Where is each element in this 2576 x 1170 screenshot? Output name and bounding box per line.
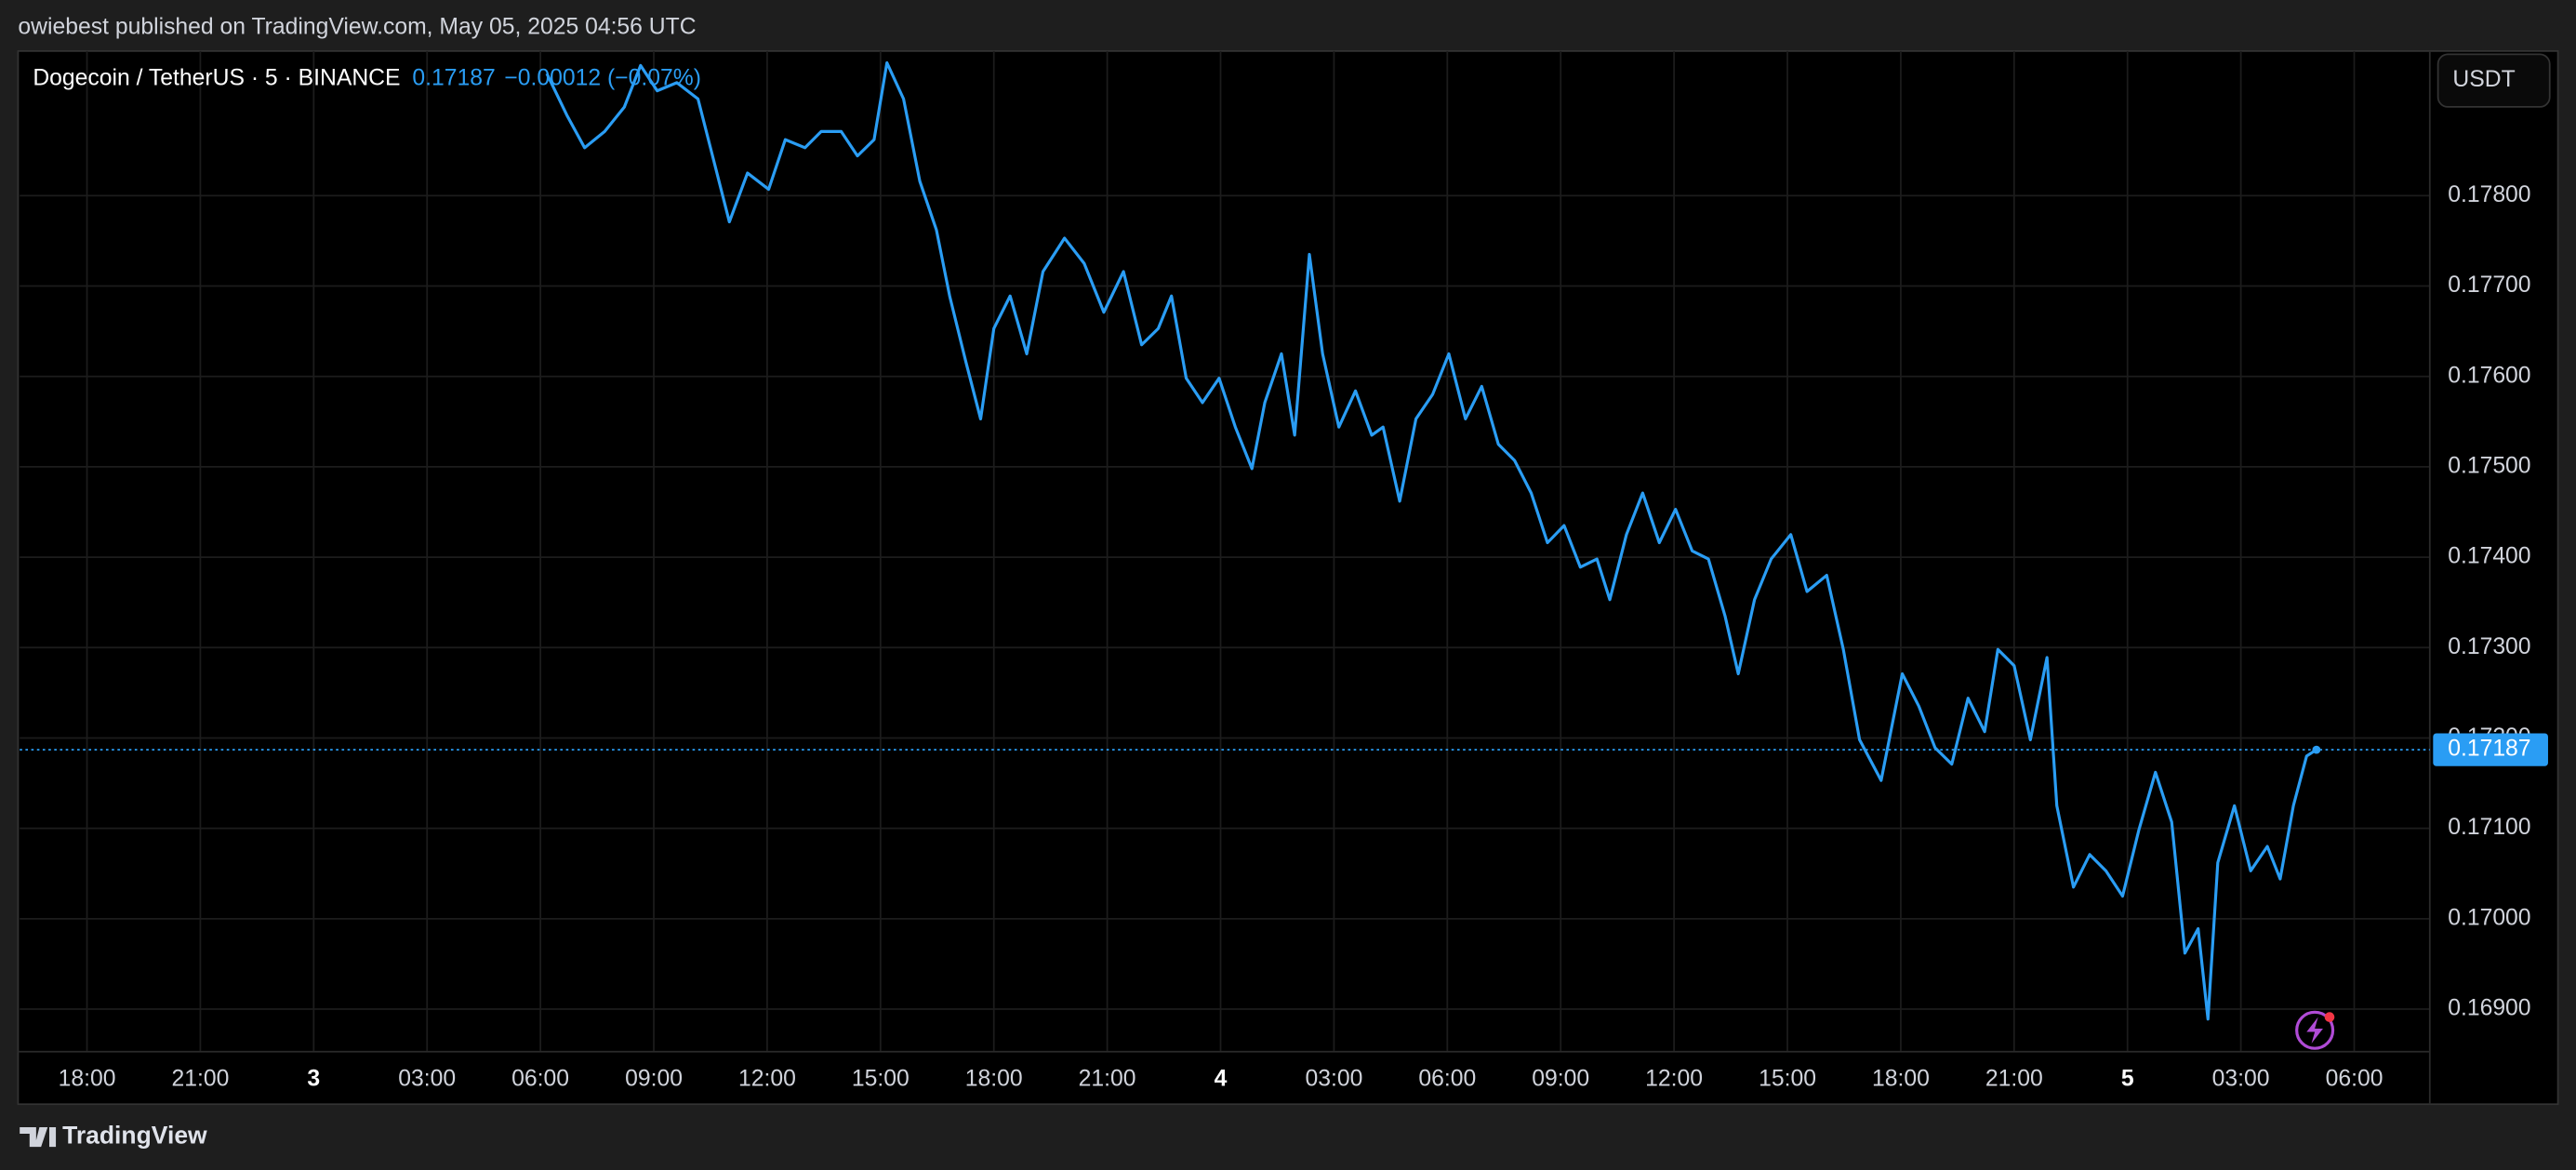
x-tick-label: 03:00 xyxy=(1305,1066,1362,1091)
x-tick-label: 06:00 xyxy=(2326,1066,2383,1091)
x-tick-label: 03:00 xyxy=(398,1066,456,1091)
x-tick-label: 15:00 xyxy=(852,1066,910,1091)
x-tick-label: 18:00 xyxy=(1872,1066,1930,1091)
x-tick-label: 06:00 xyxy=(511,1066,569,1091)
x-tick-label: 09:00 xyxy=(625,1066,683,1091)
y-tick-label: 0.17300 xyxy=(2448,634,2530,659)
price-line xyxy=(545,60,2317,1021)
y-tick-label: 0.17400 xyxy=(2448,544,2530,569)
y-tick-label: 0.17600 xyxy=(2448,363,2530,388)
x-tick-label: 21:00 xyxy=(171,1066,229,1091)
x-tick-label: 03:00 xyxy=(2212,1066,2270,1091)
x-tick-label: 18:00 xyxy=(59,1066,116,1091)
header: owiebest published on TradingView.com, M… xyxy=(18,15,696,40)
legend-change: −0.00012 (−0.07%) xyxy=(504,65,701,90)
last-point xyxy=(2312,745,2321,754)
labels: 0.169000.170000.171000.172000.173000.174… xyxy=(59,182,2548,1091)
y-tick-label: 0.17500 xyxy=(2448,453,2530,478)
x-tick-label: 09:00 xyxy=(1532,1066,1589,1091)
chart-panel xyxy=(17,49,2559,1106)
x-tick-label: 5 xyxy=(2121,1066,2134,1091)
plot xyxy=(20,60,2430,1021)
x-tick-label: 12:00 xyxy=(738,1066,796,1091)
y-tick-label: 0.17000 xyxy=(2448,905,2530,930)
y-tick-label: 0.16900 xyxy=(2448,996,2530,1021)
x-tick-label: 15:00 xyxy=(1759,1066,1816,1091)
price-tag-label: 0.17187 xyxy=(2448,737,2530,762)
y-tick-label: 0.17800 xyxy=(2448,182,2530,207)
symbol: Dogecoin / TetherUS · 5 · BINANCE xyxy=(33,65,400,90)
x-tick-label: 3 xyxy=(307,1066,320,1091)
alert-icon[interactable] xyxy=(2295,1010,2335,1050)
footer: TradingView xyxy=(62,1122,207,1150)
x-tick-label: 06:00 xyxy=(1418,1066,1476,1091)
x-tick-label: 12:00 xyxy=(1645,1066,1703,1091)
x-tick-label: 21:00 xyxy=(1985,1066,2043,1091)
x-tick-label: 4 xyxy=(1215,1066,1228,1091)
x-tick-label: 21:00 xyxy=(1079,1066,1136,1091)
x-tick-label: 18:00 xyxy=(965,1066,1023,1091)
grid xyxy=(20,50,2430,1052)
legend-price: 0.17187 xyxy=(412,65,495,90)
y-tick-label: 0.17100 xyxy=(2448,815,2530,840)
currency-button[interactable] xyxy=(2437,53,2551,108)
price-tag xyxy=(2433,733,2548,766)
currency[interactable]: USDT xyxy=(2452,67,2515,92)
y-tick-label: 0.17700 xyxy=(2448,273,2530,298)
logo xyxy=(20,1126,57,1148)
